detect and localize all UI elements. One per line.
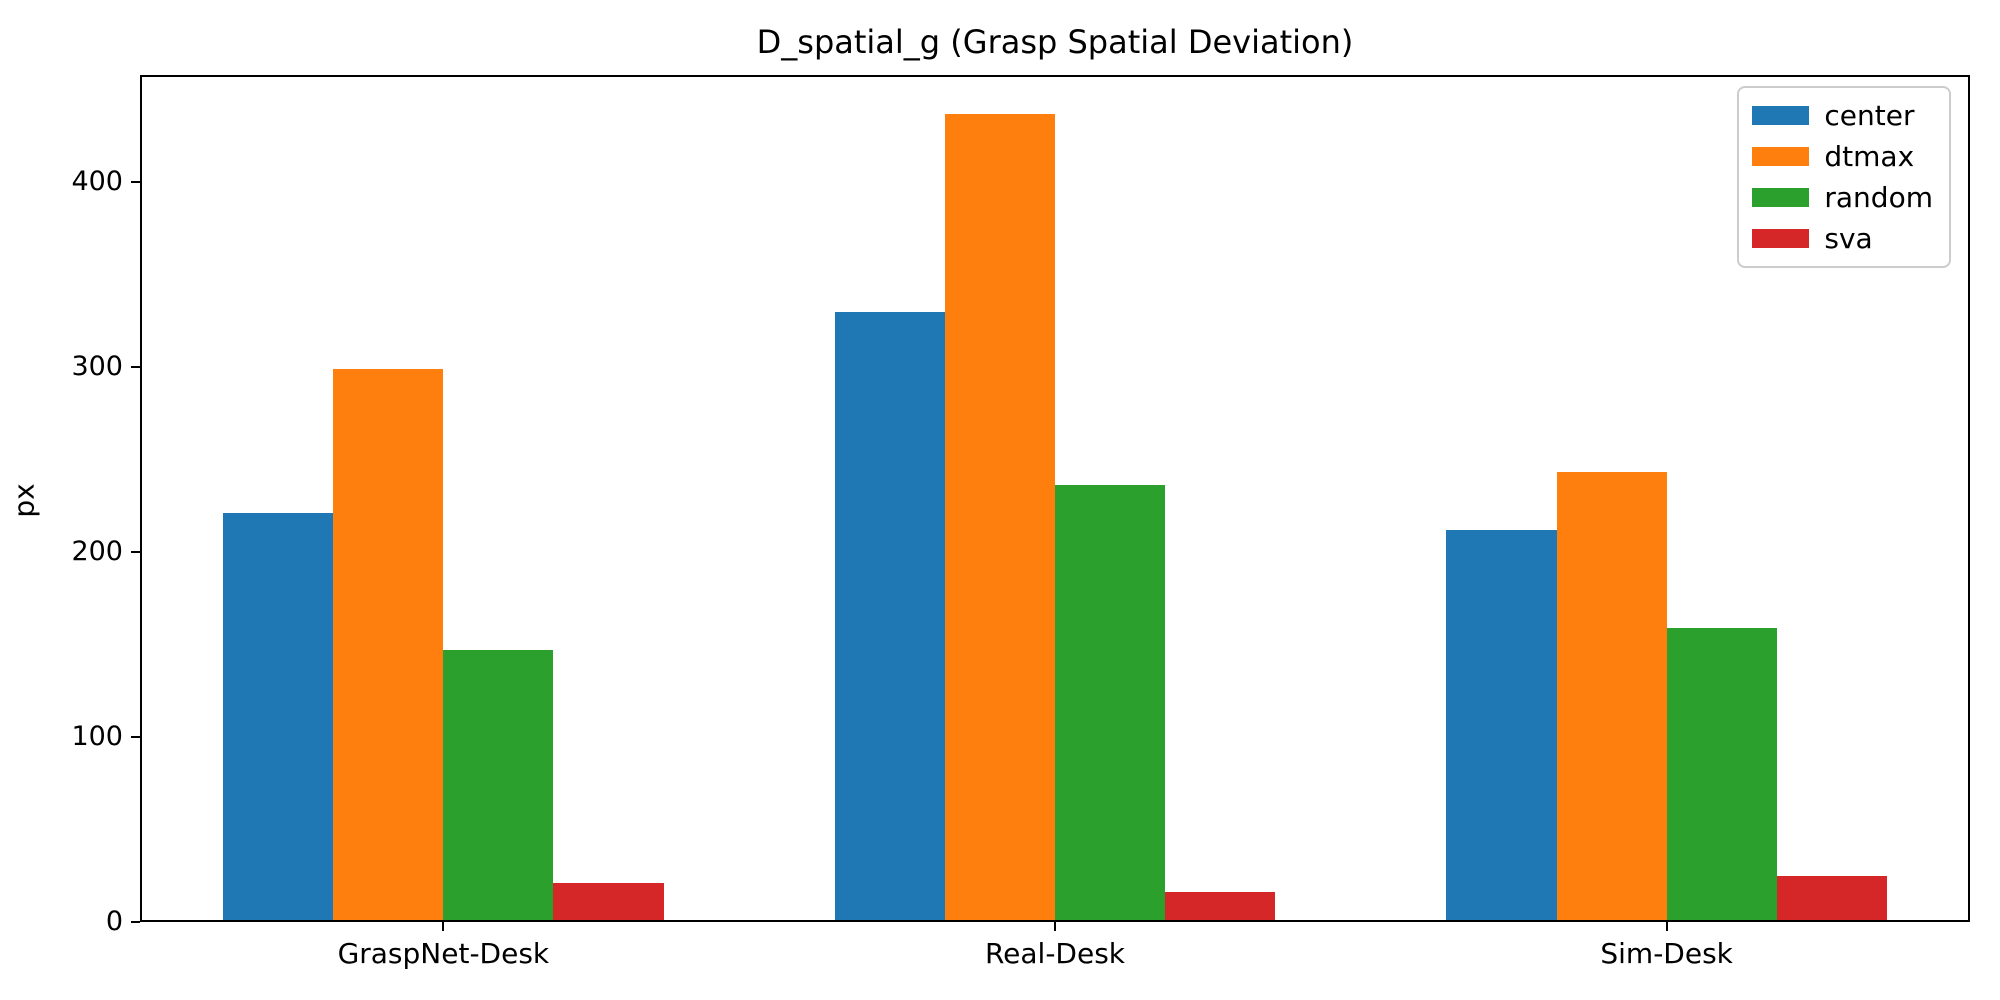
bar-dtmax-Real-Desk xyxy=(944,113,1055,920)
legend-label: dtmax xyxy=(1824,139,1915,173)
legend-label: random xyxy=(1824,180,1933,214)
legend-item-dtmax: dtmax xyxy=(1752,136,1933,177)
legend-swatch-icon xyxy=(1752,147,1810,166)
y-tick-mark xyxy=(131,921,140,923)
legend-item-sva: sva xyxy=(1752,218,1933,259)
x-tick-label-Real-Desk: Real-Desk xyxy=(984,937,1126,970)
y-tick-label: 0 xyxy=(105,906,123,937)
bar-sva-GraspNet-Desk xyxy=(553,883,664,920)
x-tick-mark xyxy=(1665,922,1668,931)
bar-center-Sim-Desk xyxy=(1446,529,1557,920)
y-tick-mark xyxy=(131,736,140,739)
legend-label: center xyxy=(1824,98,1915,132)
y-tick-label: 300 xyxy=(71,351,123,383)
y-tick-label: 100 xyxy=(71,721,123,753)
x-tick-mark xyxy=(1054,922,1056,931)
legend-swatch-icon xyxy=(1752,106,1810,125)
y-tick-mark xyxy=(131,551,140,554)
legend-item-random: random xyxy=(1752,177,1933,218)
legend-swatch-icon xyxy=(1752,188,1810,207)
chart-title: D_spatial_g (Grasp Spatial Deviation) xyxy=(756,23,1354,61)
bar-dtmax-Sim-Desk xyxy=(1556,472,1667,920)
bar-random-GraspNet-Desk xyxy=(443,650,554,920)
x-tick-label-GraspNet-Desk: GraspNet-Desk xyxy=(337,937,550,970)
bar-dtmax-GraspNet-Desk xyxy=(333,368,444,920)
legend-label: sva xyxy=(1824,221,1873,255)
y-tick-label: 200 xyxy=(71,536,123,568)
x-tick-label-Sim-Desk: Sim-Desk xyxy=(1600,937,1733,970)
plot-area xyxy=(140,75,1970,922)
legend: center dtmax random sva xyxy=(1737,86,1951,268)
legend-swatch-icon xyxy=(1752,229,1810,248)
bar-sva-Real-Desk xyxy=(1165,892,1276,920)
y-tick-label: 400 xyxy=(71,166,123,198)
bar-center-GraspNet-Desk xyxy=(223,513,334,920)
y-tick-mark xyxy=(131,181,140,184)
y-tick-mark xyxy=(131,366,140,369)
x-tick-mark xyxy=(442,922,445,931)
bar-random-Real-Desk xyxy=(1055,485,1166,920)
bar-random-Sim-Desk xyxy=(1666,627,1777,920)
bar-center-Real-Desk xyxy=(834,311,945,920)
bar-sva-Sim-Desk xyxy=(1776,875,1887,920)
legend-item-center: center xyxy=(1752,95,1933,136)
